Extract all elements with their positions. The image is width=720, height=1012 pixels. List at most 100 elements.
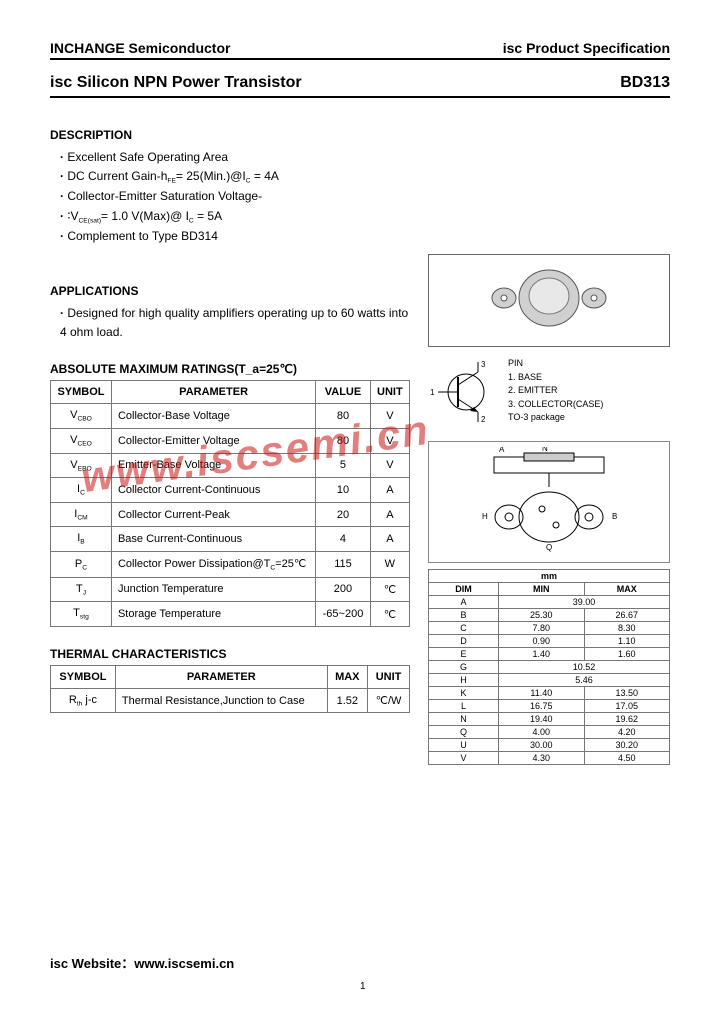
svg-text:Q: Q <box>546 543 552 552</box>
table-row: G10.52 <box>429 661 670 674</box>
cell: 20 <box>316 502 371 527</box>
table-row: IBBase Current-Continuous4A <box>51 527 410 552</box>
description-heading: DESCRIPTION <box>50 128 670 142</box>
cell: W <box>370 552 409 578</box>
table-row: VEBOEmitter-Base Voltage5V <box>51 453 410 478</box>
table-row: ICCollector Current-Continuous10A <box>51 478 410 503</box>
svg-text:3: 3 <box>481 360 486 369</box>
table-row: TstgStorage Temperature-65~200℃ <box>51 602 410 627</box>
cell: A <box>370 527 409 552</box>
description-item: DC Current Gain-hFE= 25(Min.)@IC = 4A <box>60 167 670 187</box>
cell: A <box>429 596 499 609</box>
cell: Storage Temperature <box>111 602 315 627</box>
company-name: INCHANGE Semiconductor <box>50 40 230 56</box>
col-header: MIN <box>499 583 584 596</box>
table-row: Q4.004.20 <box>429 726 670 739</box>
amr-heading: ABSOLUTE MAXIMUM RATINGS(T_a=25℃) <box>50 362 410 376</box>
cell: 39.00 <box>499 596 670 609</box>
cell: 5 <box>316 453 371 478</box>
applications-list: Designed for high quality amplifiers ope… <box>50 304 410 342</box>
cell: -65~200 <box>316 602 371 627</box>
cell: ℃/W <box>368 688 410 713</box>
dimensions-table: mmDIMMINMAXA39.00B25.3026.67C7.808.30D0.… <box>428 569 670 765</box>
table-row: VCBOCollector-Base Voltage80V <box>51 404 410 429</box>
cell: 80 <box>316 429 371 454</box>
cell: 1.10 <box>584 635 669 648</box>
cell: 5.46 <box>499 674 670 687</box>
cell: 19.62 <box>584 713 669 726</box>
description-item: Complement to Type BD314 <box>60 227 670 246</box>
svg-text:2: 2 <box>481 415 486 424</box>
cell: 1.60 <box>584 648 669 661</box>
description-item: ∶VCE(sat)= 1.0 V(Max)@ IC = 5A <box>60 207 670 227</box>
table-row: Rth j-cThermal Resistance,Junction to Ca… <box>51 688 410 713</box>
table-row: U30.0030.20 <box>429 739 670 752</box>
cell: VEBO <box>51 453 112 478</box>
cell: K <box>429 687 499 700</box>
table-row: K11.4013.50 <box>429 687 670 700</box>
cell: N <box>429 713 499 726</box>
description-item: Collector-Emitter Saturation Voltage- <box>60 187 670 206</box>
cell: A <box>370 478 409 503</box>
col-header: UNIT <box>368 665 410 688</box>
cell: Rth j-c <box>51 688 116 713</box>
transistor-symbol-icon: 1 3 2 <box>428 357 498 427</box>
col-header: PARAMETER <box>111 381 315 404</box>
col-header: PARAMETER <box>115 665 327 688</box>
col-header: SYMBOL <box>51 381 112 404</box>
cell: V <box>370 404 409 429</box>
thermal-heading: THERMAL CHARACTERISTICS <box>50 647 410 661</box>
table-row: V4.304.50 <box>429 752 670 765</box>
table-row: TJJunction Temperature200℃ <box>51 577 410 602</box>
cell: Thermal Resistance,Junction to Case <box>115 688 327 713</box>
mechanical-drawing: H B Q A N <box>428 441 670 563</box>
cell: 10.52 <box>499 661 670 674</box>
col-header: DIM <box>429 583 499 596</box>
table-row: ICMCollector Current-Peak20A <box>51 502 410 527</box>
svg-text:1: 1 <box>430 388 435 397</box>
pin-item: 3. COLLECTOR(CASE) <box>508 398 603 412</box>
cell: V <box>370 429 409 454</box>
table-row: H5.46 <box>429 674 670 687</box>
cell: 80 <box>316 404 371 429</box>
cell: 200 <box>316 577 371 602</box>
cell: 26.67 <box>584 609 669 622</box>
cell: 19.40 <box>499 713 584 726</box>
description-list: Excellent Safe Operating AreaDC Current … <box>50 148 670 246</box>
cell: Tstg <box>51 602 112 627</box>
cell: IB <box>51 527 112 552</box>
svg-text:N: N <box>542 447 548 453</box>
cell: 4.20 <box>584 726 669 739</box>
table-row: D0.901.10 <box>429 635 670 648</box>
cell: A <box>370 502 409 527</box>
cell: C <box>429 622 499 635</box>
cell: V <box>429 752 499 765</box>
cell: 30.20 <box>584 739 669 752</box>
cell: 4.50 <box>584 752 669 765</box>
application-item: Designed for high quality amplifiers ope… <box>60 304 410 342</box>
package-outline-icon: H B Q A N <box>464 447 634 557</box>
table-row: A39.00 <box>429 596 670 609</box>
page-number: 1 <box>360 981 366 992</box>
cell: Base Current-Continuous <box>111 527 315 552</box>
right-column: 1 3 2 PIN1. BASE2. EMITTER3. COLLECTOR(C… <box>428 254 670 765</box>
cell: 4.00 <box>499 726 584 739</box>
title-row: isc Silicon NPN Power Transistor BD313 <box>50 74 670 98</box>
table-row: B25.3026.67 <box>429 609 670 622</box>
cell: U <box>429 739 499 752</box>
cell: 13.50 <box>584 687 669 700</box>
cell: 7.80 <box>499 622 584 635</box>
cell: VCEO <box>51 429 112 454</box>
cell: D <box>429 635 499 648</box>
cell: Junction Temperature <box>111 577 315 602</box>
cell: 0.90 <box>499 635 584 648</box>
cell: 4.30 <box>499 752 584 765</box>
cell: ℃ <box>370 577 409 602</box>
cell: L <box>429 700 499 713</box>
description-item: Excellent Safe Operating Area <box>60 148 670 167</box>
pinout-box: 1 3 2 PIN1. BASE2. EMITTER3. COLLECTOR(C… <box>428 357 670 427</box>
cell: 8.30 <box>584 622 669 635</box>
table-row: L16.7517.05 <box>429 700 670 713</box>
col-header: UNIT <box>370 381 409 404</box>
table-row: VCEOCollector-Emitter Voltage80V <box>51 429 410 454</box>
